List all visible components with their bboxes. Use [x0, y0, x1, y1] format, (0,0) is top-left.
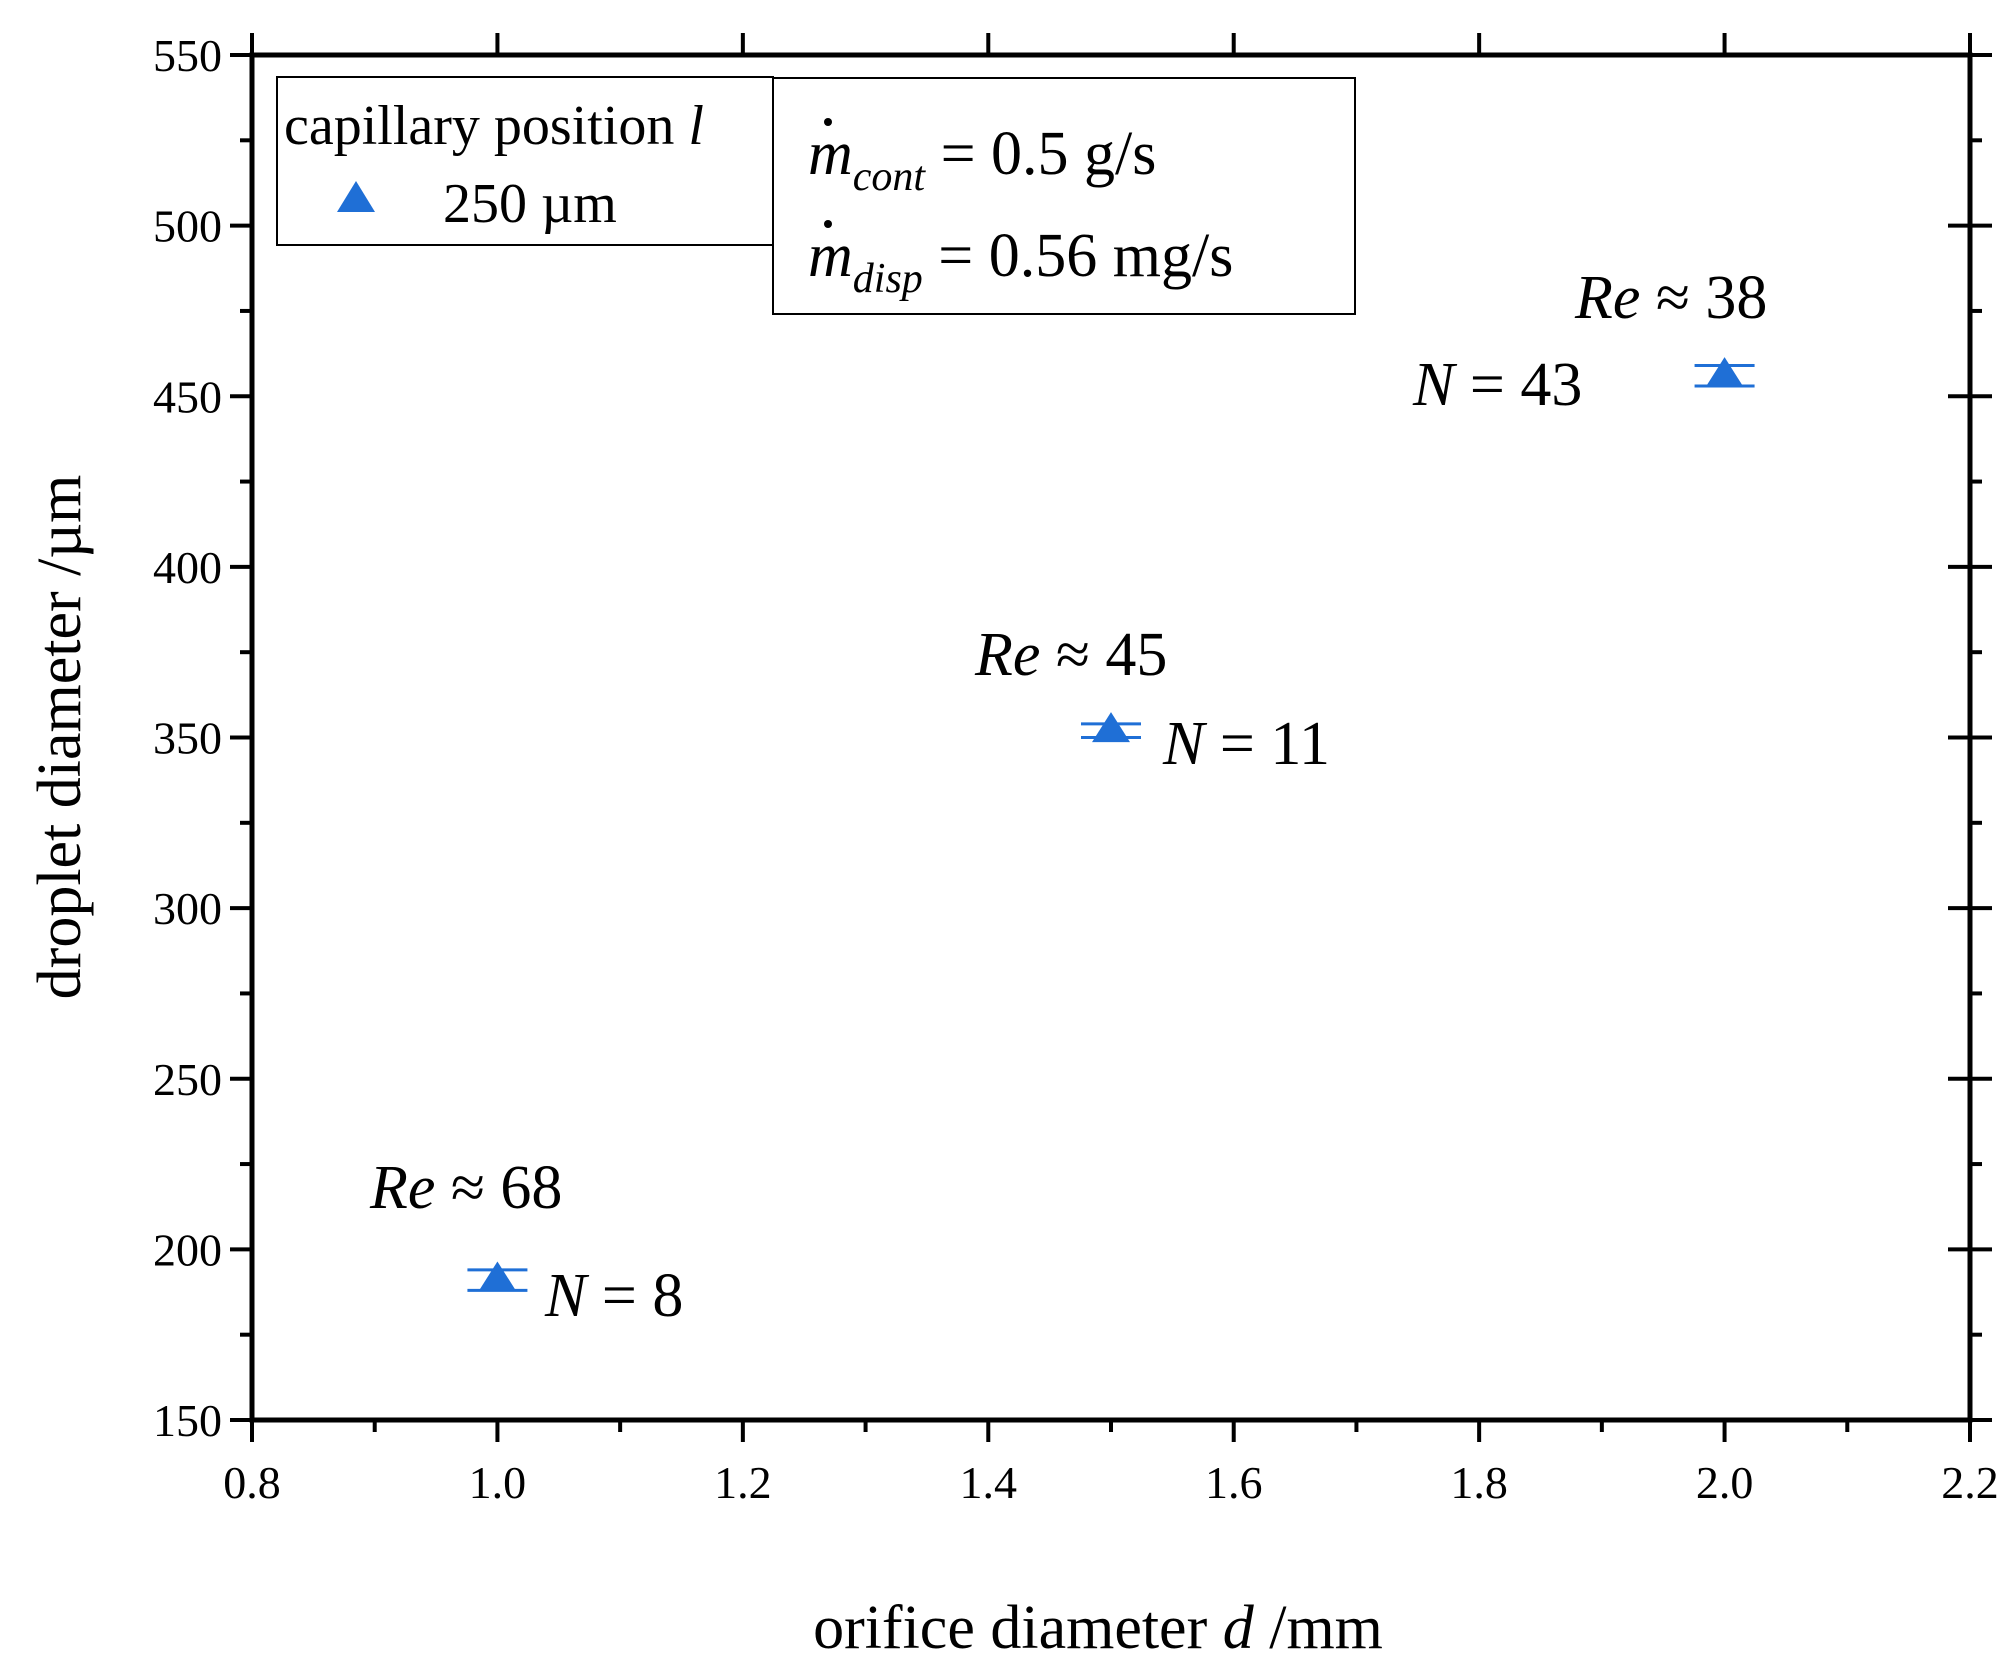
re-label-point-1: Re ≈ 68 [369, 1154, 562, 1222]
mdot-dot-2 [824, 220, 832, 228]
x-tick-label: 1.0 [469, 1457, 527, 1508]
y-tick-label: 150 [153, 1395, 222, 1446]
y-tick-label: 300 [153, 883, 222, 934]
y-tick-label: 200 [153, 1224, 222, 1275]
y-tick-label: 550 [153, 30, 222, 81]
n-label-point-1: N = 8 [544, 1262, 683, 1330]
axis-ticks [230, 33, 1992, 1442]
triangle-marker [478, 1261, 517, 1292]
info-line-1: mcont = 0.5 g/s [808, 120, 1156, 200]
annotations: Re ≈ 68 N = 8 Re ≈ 45 N = 11 Re ≈ 38 N =… [369, 264, 1767, 1330]
legend-title: capillary position l [284, 95, 704, 157]
x-tick-label: 2.0 [1696, 1457, 1754, 1508]
y-tick-label: 250 [153, 1054, 222, 1105]
legend-frame [276, 76, 774, 246]
legend: capillary position l 250 µm [276, 76, 774, 246]
axis-tick-labels: 0.8 1.0 1.2 1.4 1.6 1.8 2.0 2.2 150 200 250 300 350 4… [153, 30, 1999, 1508]
re-label-point-3: Re ≈ 38 [1574, 264, 1767, 332]
y-tick-label: 450 [153, 371, 222, 422]
triangle-marker [1705, 357, 1744, 388]
mdot-dot-1 [824, 118, 832, 126]
x-tick-label: 1.6 [1205, 1457, 1263, 1508]
flow-info-box: mcont = 0.5 g/s mdisp = 0.56 mg/s [772, 77, 1356, 315]
y-tick-label: 350 [153, 713, 222, 764]
triangle-marker [1092, 712, 1130, 743]
x-tick-label: 0.8 [223, 1457, 281, 1508]
triangle-marker-icon [337, 181, 375, 212]
data-point [1694, 357, 1755, 388]
y-axis-title: droplet diameter /µm [26, 475, 94, 1000]
data-point [1081, 712, 1141, 743]
x-tick-label: 2.2 [1941, 1457, 1999, 1508]
x-tick-label: 1.8 [1450, 1457, 1508, 1508]
info-frame [772, 77, 1356, 315]
y-tick-label: 500 [153, 201, 222, 252]
data-points [467, 357, 1755, 1292]
y-tick-label: 400 [153, 542, 222, 593]
data-point [467, 1261, 528, 1292]
x-tick-label: 1.2 [714, 1457, 772, 1508]
n-label-point-2: N = 11 [1162, 710, 1330, 778]
x-axis-title: orifice diameter d /mm [813, 1594, 1383, 1662]
legend-entry-label: 250 µm [443, 173, 617, 235]
x-tick-label: 1.4 [960, 1457, 1018, 1508]
re-label-point-2: Re ≈ 45 [974, 621, 1167, 689]
info-line-2: mdisp = 0.56 mg/s [808, 222, 1233, 302]
n-label-point-3: N = 43 [1412, 351, 1582, 419]
